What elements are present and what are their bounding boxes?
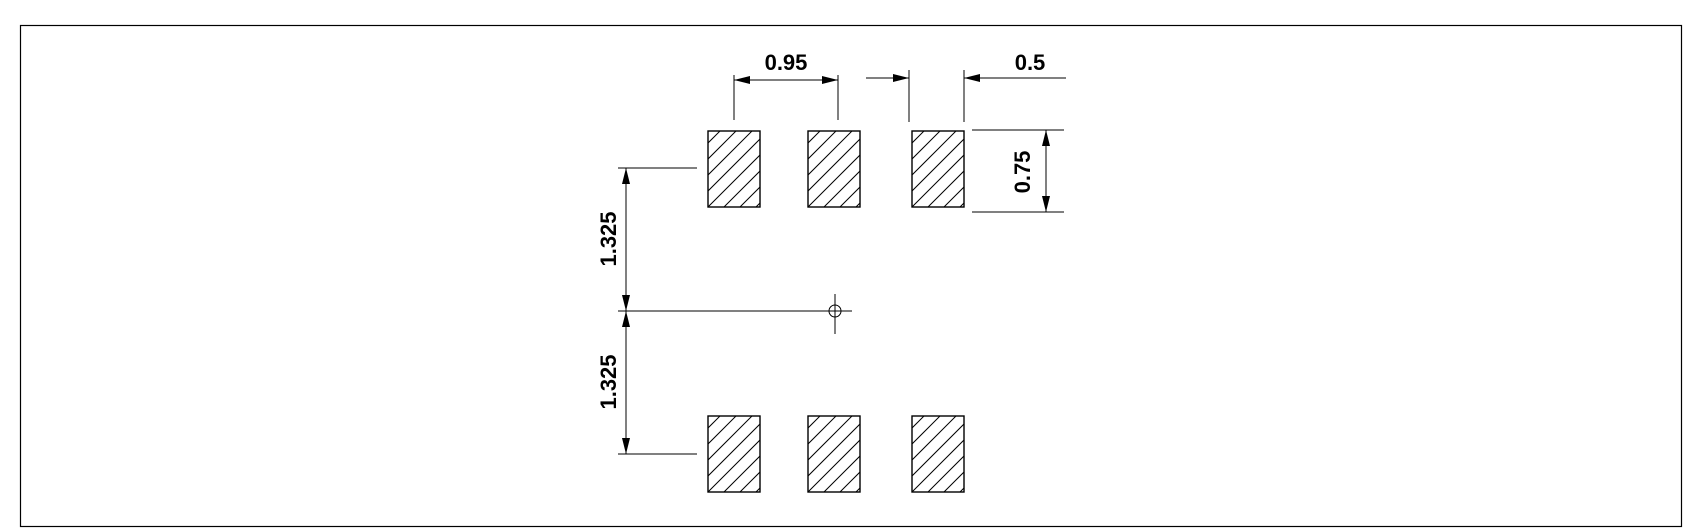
pad [707, 415, 761, 493]
arrow-icon [893, 74, 909, 82]
pad [911, 415, 965, 493]
hatch-pattern [912, 131, 964, 207]
arrow-icon [622, 168, 630, 184]
pad [911, 130, 965, 208]
pad-height-label: 0.75 [1010, 151, 1035, 194]
arrow-icon [622, 295, 630, 311]
hatch-pattern [708, 416, 760, 492]
lower-offset-label: 1.325 [596, 354, 621, 409]
arrow-icon [622, 438, 630, 454]
pad-height-dimension: 0.75 [972, 129, 1064, 213]
pad [707, 130, 761, 208]
pad [807, 415, 861, 493]
hatch-pattern [808, 416, 860, 492]
pad-width-label: 0.5 [1015, 50, 1046, 75]
crosshair-circle-icon [820, 294, 852, 334]
pad [807, 130, 861, 208]
hatch-pattern [808, 131, 860, 207]
pitch-label: 0.95 [765, 50, 808, 75]
arrow-icon [964, 74, 980, 82]
pitch-dimension: 0.95 [733, 50, 839, 120]
drawing-frame [19, 24, 1683, 528]
arrow-icon [734, 76, 750, 84]
upper-offset-label: 1.325 [596, 211, 621, 266]
arrow-icon [1042, 130, 1050, 146]
hatch-pattern [912, 416, 964, 492]
pad-width-dimension: 0.5 [866, 50, 1066, 122]
vertical-offset-dimensions: 1.325 1.325 [596, 167, 850, 455]
arrow-icon [622, 311, 630, 327]
hatch-pattern [708, 131, 760, 207]
pad-array [707, 130, 965, 493]
arrow-icon [822, 76, 838, 84]
arrow-icon [1042, 196, 1050, 212]
